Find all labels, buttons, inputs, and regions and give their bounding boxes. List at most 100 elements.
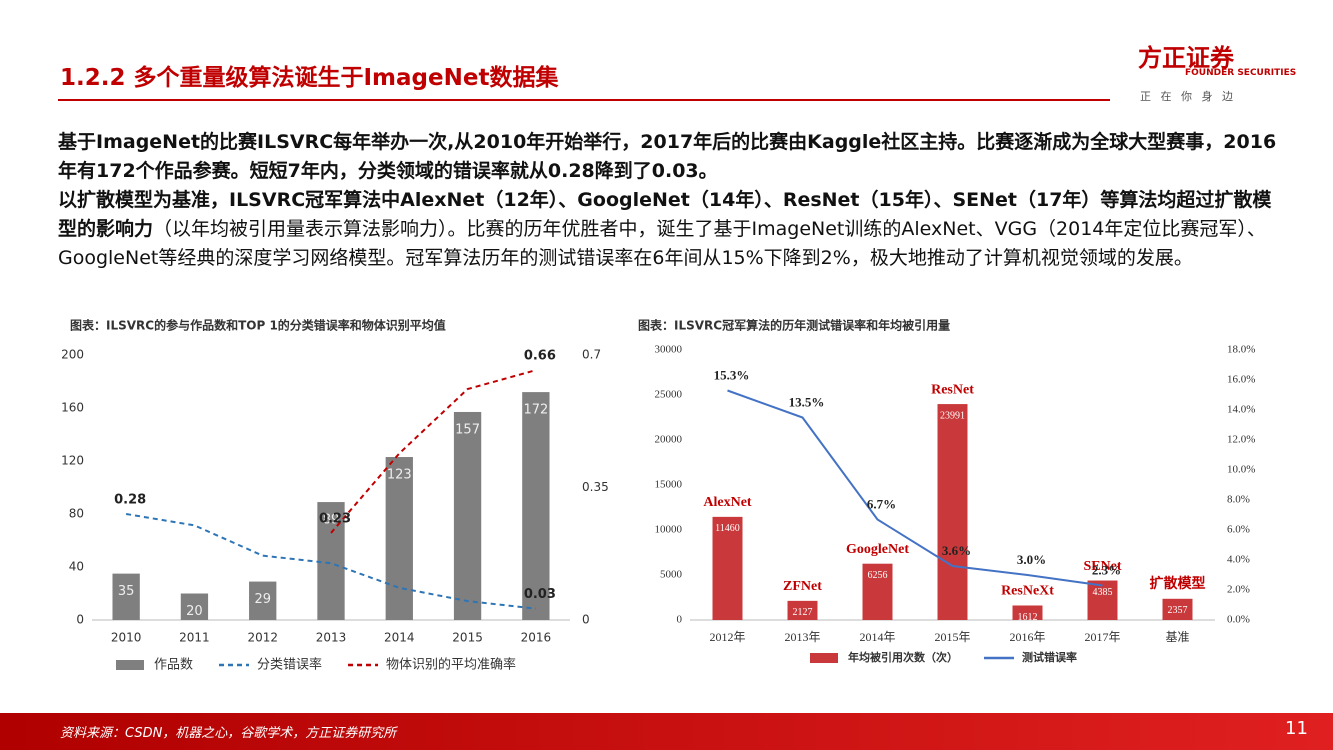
bar-value-label: 23991 [940, 410, 965, 421]
charts: 图表：ILSVRC的参与作品数和TOP 1的分类错误率和物体识别平均值 0 40 80… [61, 318, 1255, 673]
y-tick-label: 15000 [655, 479, 683, 491]
bar [787, 600, 818, 620]
bar [112, 573, 140, 620]
x-tick-label: 2015 [452, 631, 483, 645]
line-value-label: 2.3% [1092, 562, 1121, 577]
bar-annotation: 扩散模型 [1150, 575, 1206, 592]
y-tick-label: 25000 [655, 389, 683, 401]
bar-value-label: 35 [118, 584, 135, 599]
line-value-label: 0.28 [114, 493, 146, 508]
paragraph: 基于ImageNet的比赛ILSVRC每年举办一次,从2010年开始举行，201… [58, 131, 1277, 182]
chart-title: 图表：ILSVRC冠军算法的历年测试错误率和年均被引用量 [638, 318, 950, 333]
x-tick-label: 2016年 [1009, 630, 1045, 644]
bar [453, 411, 482, 620]
legend-label: 测试错误率 [1022, 650, 1077, 664]
line [125, 513, 536, 610]
bar-value-label: 4385 [1093, 587, 1113, 598]
y-tick-label: 80 [69, 507, 84, 521]
y2-tick-label: 0.0% [1227, 614, 1250, 626]
x-tick-label: 2013年 [784, 630, 820, 644]
bar-value-label: 123 [387, 468, 412, 483]
page-number: 11 [1285, 718, 1308, 739]
bar [385, 457, 413, 620]
y2-tick-label: 6.0% [1227, 524, 1250, 536]
legend-label: 作品数 [154, 658, 193, 673]
bar-value-label: 1612 [1018, 612, 1038, 623]
bar-value-label: 2127 [793, 607, 813, 618]
line [330, 369, 537, 534]
line-value-label: 3.0% [1017, 552, 1046, 567]
x-tick-label: 2015年 [934, 630, 970, 644]
y-tick-label: 0 [76, 613, 84, 627]
bar [1162, 598, 1193, 620]
y2-tick-label: 16.0% [1227, 374, 1255, 386]
y2-tick-label: 2.0% [1227, 584, 1250, 596]
x-tick-label: 2012年 [709, 630, 745, 644]
y2-tick-label: 10.0% [1227, 464, 1255, 476]
y-tick-label: 20000 [655, 434, 683, 446]
legend-swatch [810, 653, 838, 663]
paragraph-normal: （以年均被引用量表示算法影响力）。比赛的历年优胜者中，诞生了基于ImageNet… [58, 218, 1266, 269]
bar [249, 581, 277, 620]
y2-tick-label: 14.0% [1227, 404, 1255, 416]
line-value-label: 0.66 [524, 349, 556, 364]
y-tick-label: 120 [61, 454, 84, 468]
bar-value-label: 20 [186, 604, 203, 619]
slide-title: 1.2.2 多个重量级算法诞生于ImageNet数据集 [60, 65, 559, 91]
y2-tick-label: 8.0% [1227, 494, 1250, 506]
y2-tick-label: 0.35 [582, 480, 609, 494]
y2-tick-label: 12.0% [1227, 434, 1255, 446]
bar [712, 516, 743, 620]
legend-label: 分类错误率 [257, 657, 322, 673]
x-tick-label: 2013 [316, 631, 347, 645]
bar-annotation: ResNeXt [1001, 584, 1054, 599]
bar [862, 563, 893, 620]
y-tick-label: 30000 [655, 344, 683, 356]
paragraph-bold: 以扩散模型为基准，ILSVRC冠军算法中AlexNet（12年）、GoogleN… [58, 189, 1272, 240]
bar-value-label: 11460 [715, 523, 740, 534]
bar-value-label: 6256 [868, 570, 888, 581]
legend-swatch [116, 660, 144, 670]
y-tick-label: 0 [677, 614, 683, 626]
logo-en: FOUNDER SECURITIES [1185, 68, 1297, 78]
bar-annotation: ResNet [931, 382, 974, 397]
bar [317, 502, 345, 620]
line-value-label: 13.5% [789, 394, 825, 409]
y-tick-label: 200 [61, 348, 84, 362]
y-tick-label: 5000 [660, 569, 683, 581]
line-value-label: 0.23 [319, 511, 351, 526]
x-tick-label: 基准 [1165, 630, 1189, 644]
legend-label: 物体识别的平均准确率 [386, 657, 516, 673]
chart-title: 图表：ILSVRC的参与作品数和TOP 1的分类错误率和物体识别平均值 [70, 318, 446, 333]
bar [522, 392, 550, 620]
bar-value-label: 172 [523, 403, 548, 418]
slogan: 正 在 你 身 边 [1140, 90, 1236, 103]
y-tick-label: 40 [69, 560, 84, 574]
source: 资料来源：CSDN，机器之心，谷歌学术，方正证券研究所 [60, 726, 397, 741]
y2-tick-label: 4.0% [1227, 554, 1250, 566]
line-value-label: 3.6% [942, 543, 971, 558]
y2-tick-label: 0.7 [582, 348, 601, 362]
bar-value-label: 29 [254, 592, 271, 607]
logo: 方正证券 [1138, 38, 1234, 73]
x-tick-label: 2012 [247, 631, 278, 645]
bar-annotation: ZFNet [783, 579, 822, 594]
bar [180, 593, 209, 620]
footer-bar [0, 713, 1333, 750]
bar [937, 404, 968, 620]
bar-annotation: GoogleNet [846, 542, 909, 557]
y-tick-label: 10000 [655, 524, 683, 536]
x-tick-label: 2011 [179, 631, 210, 645]
title-rule [58, 99, 1110, 101]
x-tick-label: 2014 [384, 631, 415, 645]
bar-value-label: 2357 [1168, 605, 1188, 616]
legend-label: 年均被引用次数（次） [848, 650, 958, 664]
x-tick-label: 2010 [111, 631, 142, 645]
bar-value-label: 157 [455, 422, 480, 437]
x-tick-label: 2017年 [1084, 630, 1120, 644]
bar [1087, 580, 1118, 620]
bar-value-label: 89 [323, 513, 340, 528]
logo-name: 方正证券 [1138, 44, 1234, 72]
line-value-label: 6.7% [867, 496, 896, 511]
